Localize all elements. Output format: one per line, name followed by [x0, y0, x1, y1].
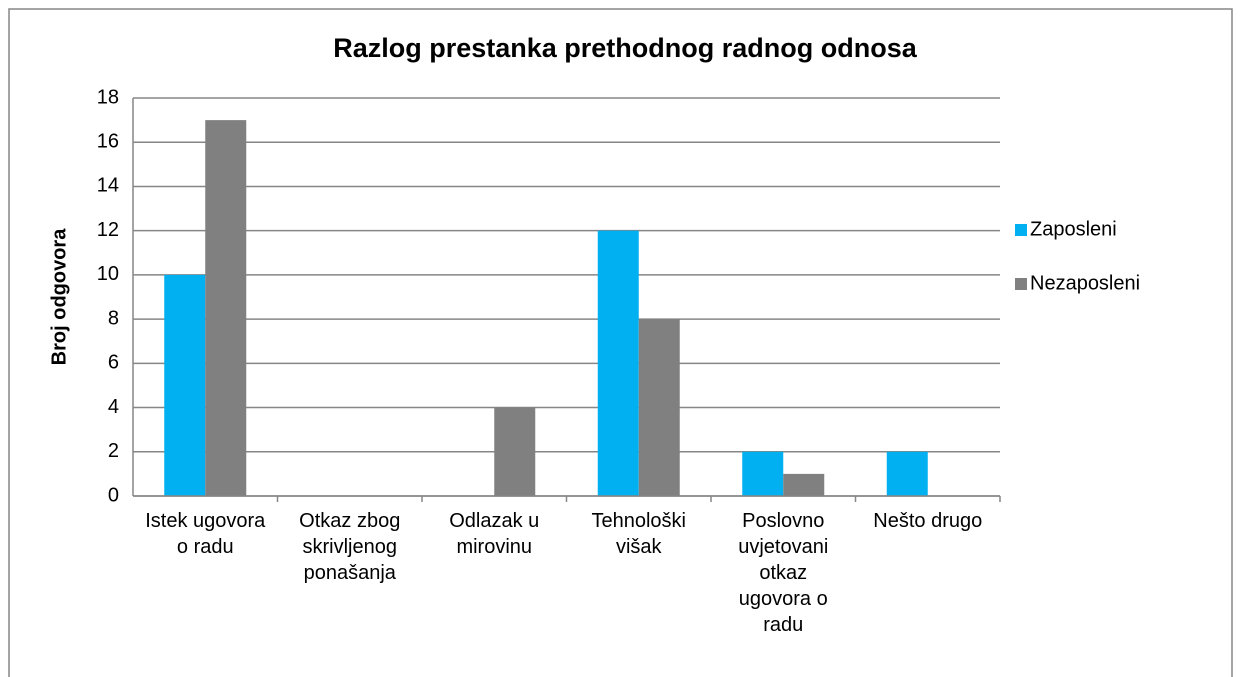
x-tick-label: Poslovno uvjetovani otkaz ugovora o radu: [738, 510, 829, 636]
bar: [205, 120, 247, 496]
bar: [886, 451, 928, 496]
chart-frame: [8, 8, 1233, 677]
y-tick-label: 16: [97, 131, 119, 153]
chart-title: Razlog prestanka prethodnog radnog odnos…: [333, 33, 918, 63]
y-tick-label: 10: [97, 263, 119, 285]
x-tick-label: Nešto drugo: [873, 510, 983, 532]
y-tick-label: 12: [97, 219, 119, 241]
bar: [742, 451, 784, 496]
y-tick-label: 8: [108, 307, 119, 329]
y-tick-label: 6: [108, 352, 119, 374]
legend-swatch: [1015, 224, 1027, 236]
bar: [638, 319, 680, 496]
bar: [597, 230, 639, 496]
x-tick-label: Odlazak u mirovinu: [449, 510, 540, 558]
legend-label: Nezaposleni: [1030, 272, 1140, 294]
bar: [783, 473, 825, 496]
y-tick-label: 4: [108, 396, 119, 418]
x-tick-label: Tehnološki višak: [591, 510, 686, 558]
bar: [164, 274, 206, 496]
y-tick-label: 18: [97, 86, 119, 108]
legend-label: Zaposleni: [1030, 218, 1117, 240]
legend-swatch: [1015, 278, 1027, 290]
y-tick-label: 14: [97, 175, 119, 197]
y-tick-label: 0: [108, 484, 119, 506]
x-tick-label: Istek ugovora o radu: [145, 510, 266, 558]
x-tick-label: Otkaz zbog skrivljenog ponašanja: [299, 510, 401, 584]
bar: [494, 407, 536, 496]
y-tick-label: 2: [108, 440, 119, 462]
y-axis-label: Broj odgovora: [48, 228, 70, 366]
